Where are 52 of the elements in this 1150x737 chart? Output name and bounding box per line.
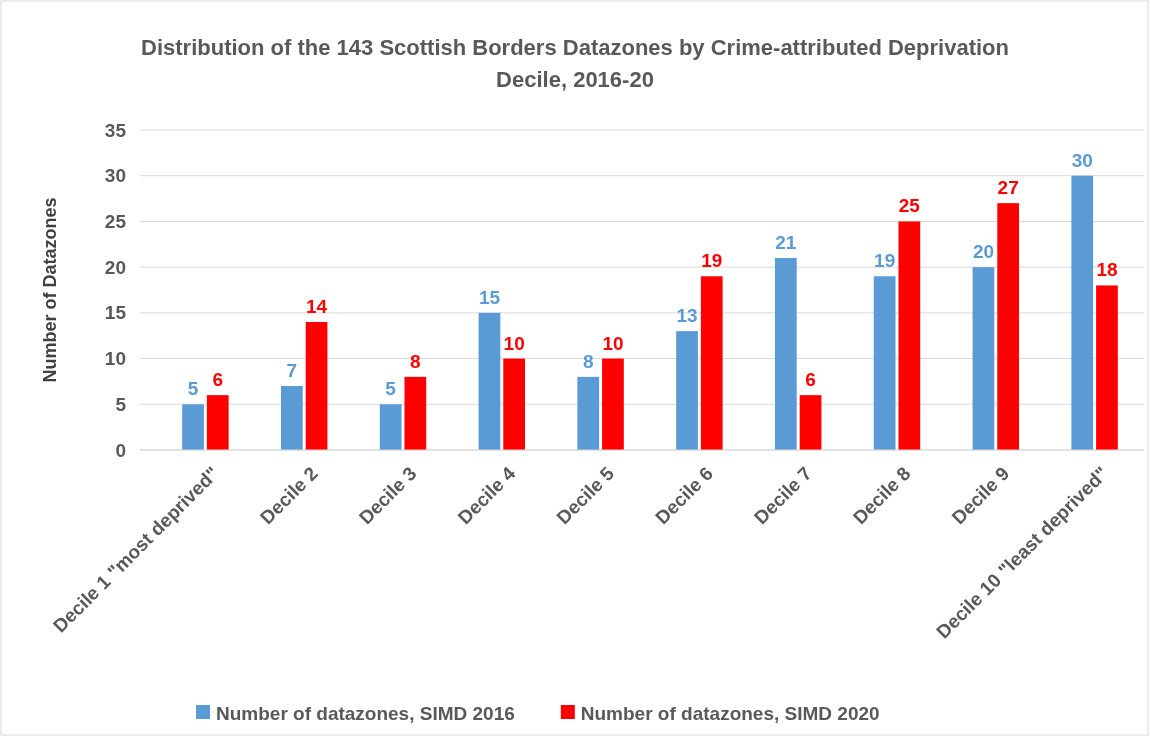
y-tick-label: 30	[104, 165, 126, 187]
bar	[1096, 285, 1118, 450]
bar	[404, 376, 427, 450]
data-label: 14	[305, 296, 328, 317]
data-label: 10	[503, 332, 525, 354]
data-label: 25	[898, 195, 921, 217]
bar	[206, 395, 229, 450]
data-label: 20	[972, 241, 995, 263]
y-tick-label: 25	[104, 211, 127, 233]
bar	[577, 376, 600, 450]
data-label: 8	[410, 350, 421, 372]
data-label: 15	[478, 286, 501, 308]
data-label: 18	[1096, 259, 1118, 281]
bar	[478, 312, 501, 450]
bar	[305, 322, 328, 450]
data-label: 7	[286, 360, 298, 381]
chart-title: Distribution of the 143 Scottish Borders Datazones by Crime-attributed Deprivation Decile, 2016-20	[141, 35, 1009, 92]
data-label: 21	[775, 232, 797, 253]
data-label: 10	[602, 332, 624, 354]
bar	[676, 331, 698, 450]
data-label: 19	[701, 250, 723, 272]
y-tick-label: 10	[104, 348, 126, 370]
legend-label: Number of datazones, SIMD 2016	[216, 702, 515, 724]
bar	[182, 404, 204, 450]
legend-label: Number of datazones, SIMD 2020	[580, 702, 880, 724]
bar	[774, 258, 797, 450]
data-label: 5	[187, 378, 199, 400]
bar	[972, 267, 995, 450]
bar	[503, 358, 526, 450]
bar	[280, 386, 303, 450]
y-tick-label: 20	[104, 256, 126, 278]
bar	[799, 395, 822, 450]
data-label: 5	[385, 378, 397, 400]
data-label: 8	[582, 350, 594, 372]
data-label: 27	[997, 177, 1019, 199]
bar	[997, 203, 1020, 450]
bar	[602, 358, 624, 450]
data-label: 19	[874, 250, 896, 272]
bar	[379, 404, 402, 450]
data-label: 30	[1071, 149, 1093, 171]
y-tick-label: 15	[104, 302, 127, 324]
y-tick-label: 0	[115, 439, 126, 461]
bar	[898, 221, 921, 450]
y-tick-label: 5	[115, 393, 127, 415]
y-axis-title: Number of Datazones	[40, 197, 60, 383]
data-label: 6	[805, 369, 816, 391]
data-label: 6	[212, 369, 224, 391]
bar	[700, 276, 723, 450]
y-tick-label: 35	[104, 119, 127, 141]
data-label: 13	[676, 305, 698, 327]
bar	[1071, 175, 1094, 450]
bar	[873, 276, 896, 450]
